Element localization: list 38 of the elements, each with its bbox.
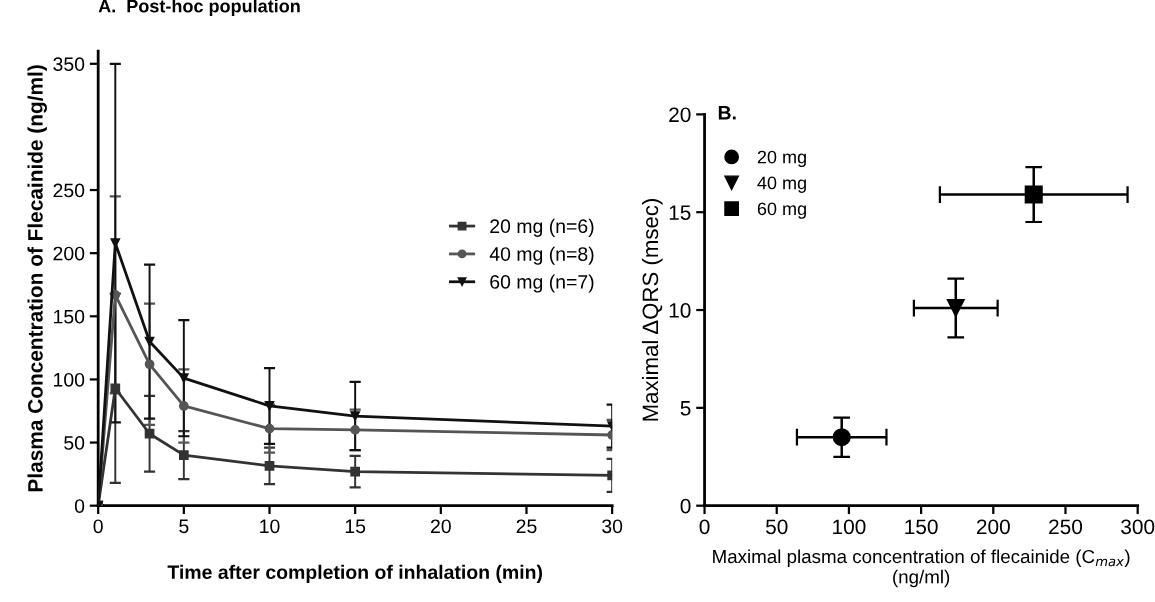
x-tick-label: 300 xyxy=(1121,519,1155,535)
y-axis-title: Maximal ΔQRS (msec) xyxy=(641,199,663,421)
y-tick-label: 50 xyxy=(64,436,85,450)
x-tick-label: 0 xyxy=(699,519,710,535)
x-tick-label: 100 xyxy=(833,519,866,535)
y-tick-label: 0 xyxy=(74,499,85,513)
y-tick-label: 0 xyxy=(680,498,691,514)
x-tick-label: 20 xyxy=(430,519,451,534)
x-tick-label: 30 xyxy=(602,519,623,534)
x-tick-label: 250 xyxy=(1049,519,1083,535)
legend-label: 20 mg (n=6) xyxy=(490,218,594,237)
y-axis-title: Plasma Concentration of Flecainide (ng/ml) xyxy=(27,65,47,492)
x-tick-label: 150 xyxy=(905,519,938,535)
y-tick-label: 250 xyxy=(53,183,85,198)
y-tick-label: 350 xyxy=(53,57,85,72)
x-tick-label: 25 xyxy=(516,519,537,534)
y-tick-label: 150 xyxy=(54,309,85,324)
legend-label: 60 mg xyxy=(757,202,806,219)
x-tick-label: 5 xyxy=(179,519,189,534)
x-axis-title: Time after completion of inhalation (min) xyxy=(167,564,543,583)
chart-title: B. xyxy=(718,106,736,120)
y-tick-label: 20 xyxy=(669,107,691,123)
legend-label: 20 mg xyxy=(757,150,806,168)
chart-title: A. Post-hoc population xyxy=(98,0,300,17)
x-tick-label: 50 xyxy=(765,519,788,535)
y-tick-label: 5 xyxy=(680,401,691,416)
y-tick-label: 100 xyxy=(54,372,85,387)
legend-label: 60 mg (n=7) xyxy=(490,274,594,293)
y-tick-label: 10 xyxy=(669,303,691,318)
y-tick-label: 15 xyxy=(669,205,691,220)
y-tick-label: 200 xyxy=(53,246,85,261)
legend-label: 40 mg (n=8) xyxy=(489,246,594,265)
legend-label: 40 mg xyxy=(757,176,806,193)
text: Maximal plasma concentration of flecainide (C$_{max}$) (ng/ml) xyxy=(713,549,1130,588)
x-tick-label: 0 xyxy=(93,519,103,534)
x-tick-label: 15 xyxy=(345,519,366,534)
x-tick-label: 10 xyxy=(260,519,280,534)
x-tick-label: 200 xyxy=(976,519,1010,535)
